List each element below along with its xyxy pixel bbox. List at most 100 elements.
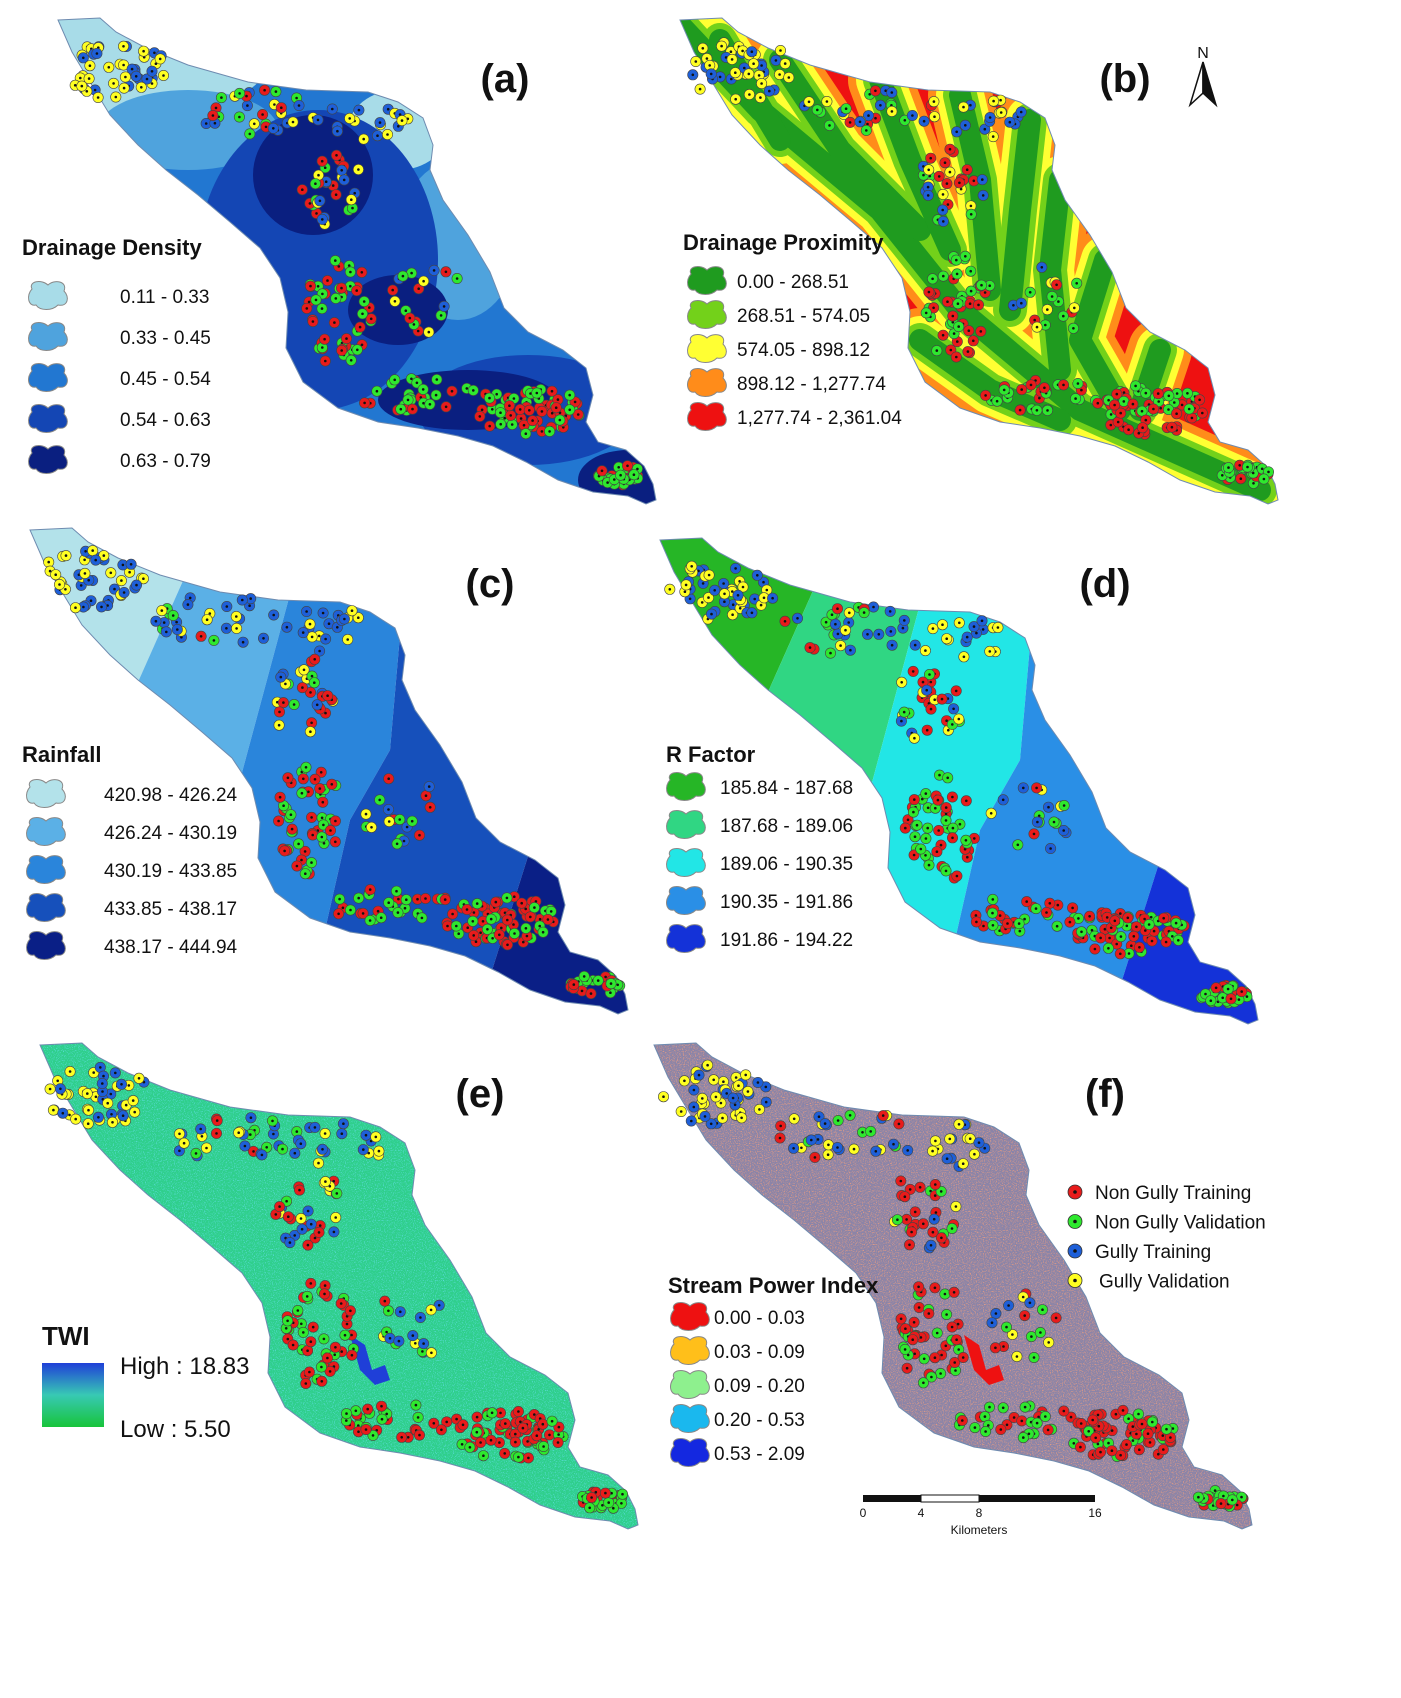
sample-point <box>527 415 539 427</box>
sample-point <box>893 1118 905 1130</box>
sample-point <box>137 573 149 585</box>
sample-point <box>468 929 480 941</box>
sample-point <box>925 152 937 164</box>
sample-point <box>923 669 935 681</box>
sample-point <box>931 1327 943 1339</box>
sample-point <box>167 610 179 622</box>
sample-point <box>1040 906 1052 918</box>
sample-point <box>690 55 702 67</box>
sample-point <box>687 69 699 81</box>
sample-point <box>986 907 998 919</box>
sample-point <box>105 567 117 579</box>
sample-point <box>705 68 717 80</box>
sample-point <box>92 1111 104 1123</box>
sample-point <box>940 865 952 877</box>
sample-point <box>326 778 338 790</box>
sample-point <box>282 1315 294 1327</box>
sample-point <box>282 772 294 784</box>
legend-point-icon <box>1067 1273 1083 1288</box>
sample-point <box>330 189 342 201</box>
panel-a <box>57 17 657 505</box>
sample-point <box>311 699 323 711</box>
sample-point <box>946 1321 958 1333</box>
sample-point <box>316 831 328 843</box>
sample-point <box>322 690 334 702</box>
sample-point <box>572 408 584 420</box>
sample-point <box>965 265 977 277</box>
sample-point <box>960 834 972 846</box>
sample-point <box>512 1405 524 1417</box>
sample-point <box>953 1343 965 1355</box>
sample-point <box>1128 930 1140 942</box>
sample-point <box>69 602 81 614</box>
sample-point <box>937 188 949 200</box>
panel-a-legend-item: 0.63 - 0.79 <box>120 451 211 472</box>
sample-point <box>233 1127 245 1139</box>
sample-point <box>1016 384 1028 396</box>
sample-point <box>1084 910 1096 922</box>
sample-point <box>516 897 528 909</box>
sample-point <box>696 1092 708 1104</box>
sample-point <box>236 594 248 606</box>
sample-point <box>305 1277 317 1289</box>
sample-point <box>402 394 414 406</box>
sample-point <box>512 1451 524 1463</box>
sample-point <box>133 1072 145 1084</box>
sample-point <box>921 724 933 736</box>
sample-point <box>424 398 436 410</box>
sample-point <box>931 846 943 858</box>
sample-point <box>485 1434 497 1446</box>
sample-point <box>467 915 479 927</box>
sample-point <box>832 1115 844 1127</box>
sample-point <box>146 65 158 77</box>
sample-point <box>972 299 984 311</box>
sample-point <box>976 615 988 627</box>
sample-point <box>451 272 463 284</box>
sample-point <box>371 385 383 397</box>
sample-point <box>312 169 324 181</box>
sample-point <box>221 601 233 613</box>
sample-point <box>980 1425 992 1437</box>
sample-point <box>1024 1297 1036 1309</box>
sample-point <box>314 783 326 795</box>
sample-point <box>1194 394 1206 406</box>
sample-point <box>382 803 394 815</box>
sample-point <box>933 824 945 836</box>
legend-swatch-icon <box>26 817 66 846</box>
sample-point <box>211 1127 223 1139</box>
sample-point <box>245 1112 257 1124</box>
sample-point <box>1021 896 1033 908</box>
panel-d-label: (d) <box>1079 562 1130 606</box>
sample-point <box>1057 379 1069 391</box>
sample-point <box>493 929 505 941</box>
sample-point <box>130 70 142 82</box>
sample-point <box>1067 902 1079 914</box>
sample-point <box>1146 935 1158 947</box>
sample-point <box>680 579 692 591</box>
sample-point <box>1015 106 1027 118</box>
sample-point <box>324 824 336 836</box>
sample-point <box>297 627 309 639</box>
sample-point <box>779 58 791 70</box>
sample-point <box>358 295 370 307</box>
sample-point <box>178 1137 190 1149</box>
scale-tick-label: 16 <box>1088 1506 1102 1520</box>
sample-point <box>304 726 316 738</box>
sample-point <box>907 806 919 818</box>
sample-point <box>208 634 220 646</box>
sample-point <box>292 1304 304 1316</box>
sample-point <box>770 54 782 66</box>
sample-point <box>751 569 763 581</box>
sample-point <box>947 822 959 834</box>
sample-point <box>338 174 350 186</box>
sample-point <box>362 1403 374 1415</box>
sample-point <box>357 1144 369 1156</box>
sample-point <box>957 1158 969 1170</box>
sample-point <box>423 326 435 338</box>
sample-point <box>81 1088 93 1100</box>
sample-point <box>743 68 755 80</box>
sample-point <box>1112 416 1124 428</box>
sample-point <box>995 107 1007 119</box>
panel-f-legend-title: Stream Power Index <box>668 1273 879 1298</box>
sample-point <box>788 1142 800 1154</box>
